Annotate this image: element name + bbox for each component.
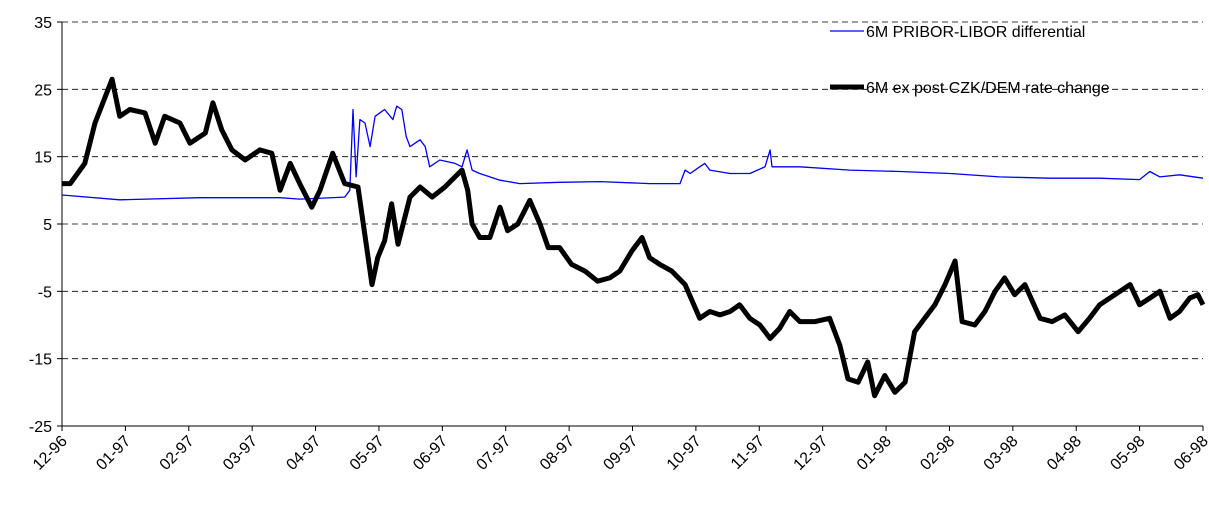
series-line: [62, 76, 1206, 399]
x-tick-label: 01-97: [93, 433, 134, 474]
x-tick-label: 05-98: [1107, 433, 1148, 474]
legend-label: 6M ex post CZK/DEM rate change: [866, 80, 1110, 97]
x-tick-label: 04-98: [1044, 433, 1085, 474]
y-tick-label: 25: [34, 82, 52, 99]
legend-label: 6M PRIBOR-LIBOR differential: [866, 24, 1085, 41]
x-tick-label: 12-97: [791, 433, 832, 474]
x-tick-label: 10-97: [664, 433, 705, 474]
x-tick-label: 06-98: [1171, 433, 1209, 474]
x-tick-label: 02-97: [157, 433, 198, 474]
x-tick-label: 05-97: [347, 433, 388, 474]
x-tick-label: 04-97: [283, 433, 324, 474]
y-tick-label: 5: [43, 217, 52, 234]
x-tick-label: 06-97: [410, 433, 451, 474]
y-tick-label: 15: [34, 150, 52, 167]
x-tick-label: 09-97: [600, 433, 641, 474]
x-tick-label: 02-98: [917, 433, 958, 474]
x-tick-label: 03-97: [220, 433, 261, 474]
x-tick-label: 03-98: [981, 433, 1022, 474]
x-tick-label: 08-97: [537, 433, 578, 474]
x-tick-label: 11-97: [728, 433, 768, 473]
y-tick-label: 35: [34, 15, 52, 32]
series-line: [61, 105, 1204, 201]
y-tick-label: -25: [29, 419, 52, 436]
x-tick-label: 01-98: [854, 433, 895, 474]
x-tick-label: 07-97: [474, 433, 515, 474]
y-tick-label: -5: [38, 284, 52, 301]
x-tick-label: 12-96: [30, 433, 71, 474]
y-tick-label: -15: [29, 352, 52, 369]
